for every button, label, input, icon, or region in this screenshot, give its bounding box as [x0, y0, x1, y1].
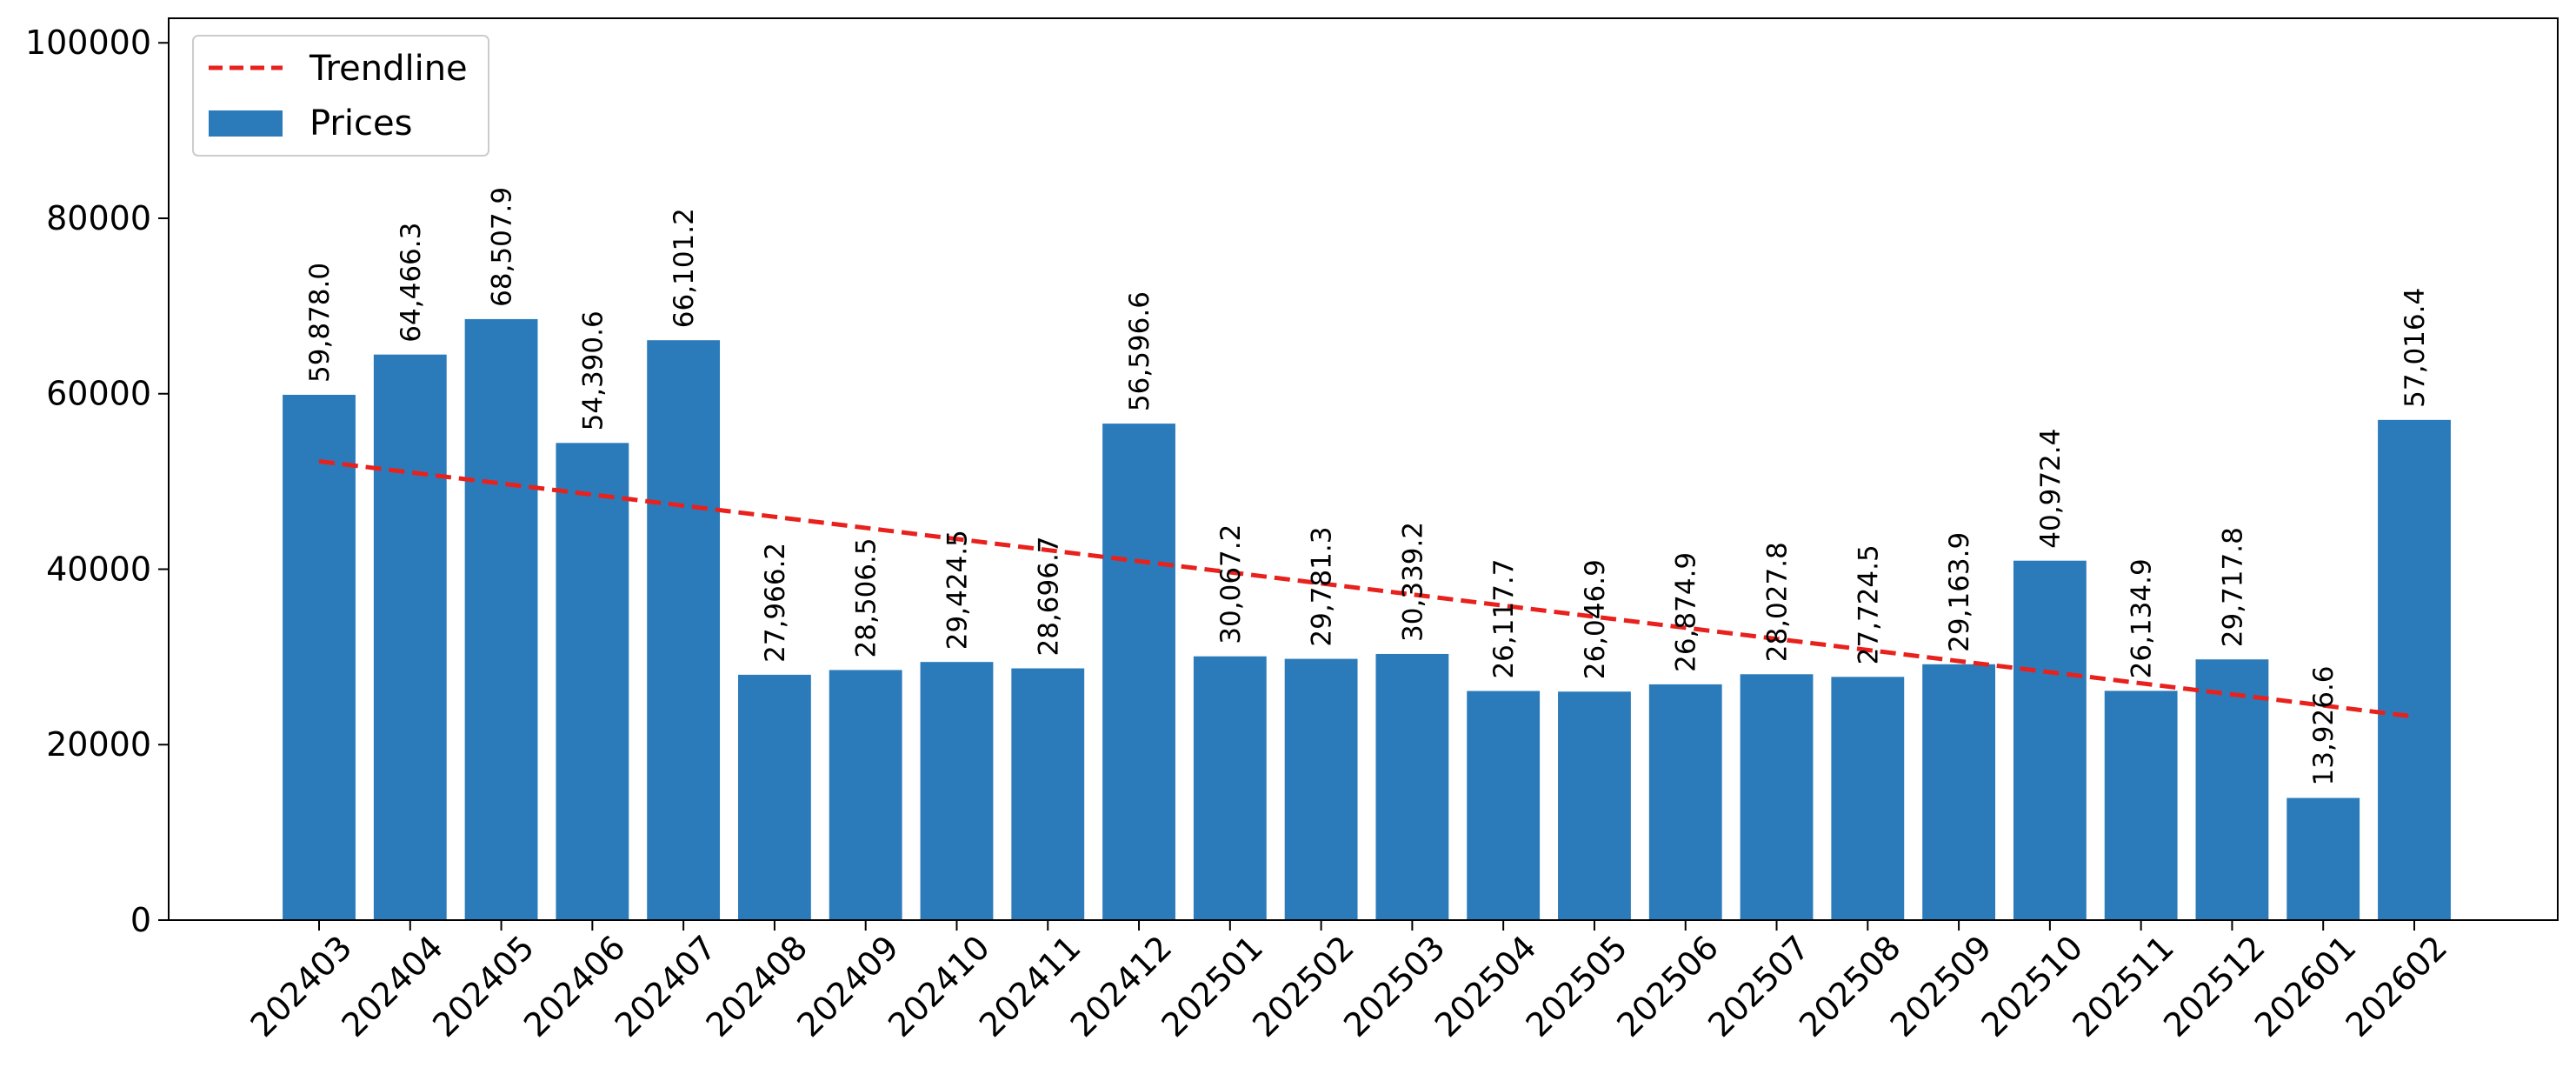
- y-tick-label-0: 0: [130, 901, 151, 939]
- data-label-202405: 68,507.9: [487, 187, 518, 307]
- bar-202504: [1467, 691, 1541, 920]
- bar-202511: [2104, 691, 2178, 920]
- data-label-202512: 29,717.8: [2217, 527, 2248, 647]
- data-label-202408: 27,966.2: [760, 543, 791, 663]
- data-label-202406: 54,390.6: [577, 310, 609, 430]
- data-label-202411: 28,696.7: [1033, 536, 1064, 656]
- bar-202507: [1740, 674, 1814, 920]
- trendline: [318, 458, 2415, 719]
- data-label-202505: 26,046.9: [1580, 559, 1611, 679]
- x-tick-label-202504: 202504: [1428, 928, 1544, 1044]
- x-tick-label-202406: 202406: [516, 928, 633, 1044]
- bar-202509: [1922, 664, 1995, 920]
- bar-202409: [829, 670, 902, 920]
- y-tick-label-80000: 80000: [46, 199, 151, 237]
- bar-202506: [1648, 684, 1722, 920]
- x-tick-label-202509: 202509: [1883, 928, 2000, 1044]
- x-tick-label-202505: 202505: [1519, 928, 1635, 1044]
- legend-trendline-label: Trendline: [309, 49, 468, 89]
- y-axis: 0 20000 40000 60000 80000 100000: [25, 23, 169, 939]
- bar-202503: [1375, 653, 1449, 920]
- x-tick-label-202407: 202407: [608, 928, 724, 1044]
- bar-202411: [1011, 668, 1085, 920]
- bar-202505: [1558, 691, 1631, 920]
- data-label-202403: 59,878.0: [304, 263, 336, 383]
- legend: Trendline Prices: [192, 35, 489, 157]
- x-tick-label-202502: 202502: [1245, 928, 1361, 1044]
- bar-202403: [283, 394, 356, 920]
- x-axis: 2024032024042024052024062024072024082024…: [243, 920, 2455, 1044]
- x-tick-label-202601: 202601: [2247, 928, 2364, 1044]
- bar-202410: [920, 662, 994, 920]
- x-tick-label-202507: 202507: [1701, 928, 1817, 1044]
- bar-202408: [738, 674, 811, 920]
- bar-202502: [1284, 658, 1358, 920]
- bar-202405: [464, 318, 538, 920]
- bar-202510: [2013, 560, 2087, 920]
- bar-202407: [647, 340, 721, 920]
- x-tick-label-202503: 202503: [1336, 928, 1453, 1044]
- x-tick-label-202405: 202405: [425, 928, 542, 1044]
- x-tick-label-202511: 202511: [2065, 928, 2181, 1044]
- bar-202406: [556, 443, 629, 921]
- x-tick-label-202409: 202409: [789, 928, 906, 1044]
- x-tick-label-202501: 202501: [1155, 928, 1271, 1044]
- x-tick-label-202404: 202404: [334, 928, 450, 1044]
- bar-202601: [2286, 797, 2360, 920]
- bar-202501: [1193, 656, 1267, 920]
- data-label-202407: 66,101.2: [669, 208, 700, 328]
- x-tick-label-202403: 202403: [243, 928, 360, 1044]
- x-tick-label-202411: 202411: [972, 928, 1088, 1044]
- data-label-202409: 28,506.5: [851, 537, 882, 657]
- y-tick-label-60000: 60000: [46, 375, 151, 413]
- data-label-202508: 27,724.5: [1853, 544, 1884, 664]
- data-labels-layer: 59,878.0 64,466.3 68,507.9 54,390.6 66,101.2…: [304, 187, 2431, 786]
- data-label-202404: 64,466.3: [396, 223, 427, 343]
- x-tick-label-202510: 202510: [1974, 928, 2091, 1044]
- bar-202512: [2195, 659, 2269, 920]
- legend-prices-label: Prices: [310, 103, 412, 143]
- data-label-202601: 13,926.6: [2308, 665, 2340, 785]
- x-tick-label-202602: 202602: [2339, 928, 2455, 1044]
- x-tick-label-202408: 202408: [699, 928, 815, 1044]
- data-label-202503: 30,339.2: [1397, 522, 1428, 642]
- data-label-202511: 26,134.9: [2127, 558, 2158, 678]
- bar-202404: [373, 354, 447, 920]
- data-label-202509: 29,163.9: [1944, 532, 1975, 652]
- bars-layer: [283, 318, 2451, 921]
- y-tick-label-40000: 40000: [46, 550, 151, 588]
- x-tick-label-202512: 202512: [2156, 928, 2273, 1044]
- data-label-202510: 40,972.4: [2035, 429, 2067, 549]
- y-tick-label-100000: 100000: [25, 23, 151, 62]
- x-tick-label-202506: 202506: [1609, 928, 1726, 1044]
- data-label-202412: 56,596.6: [1124, 291, 1155, 411]
- data-label-202502: 29,781.3: [1307, 527, 1338, 647]
- data-label-202504: 26,117.7: [1488, 558, 1520, 678]
- data-label-202506: 26,874.9: [1671, 552, 1702, 672]
- plot-frame: [168, 17, 2559, 921]
- y-tick-label-20000: 20000: [46, 725, 151, 764]
- x-tick-label-202410: 202410: [881, 928, 997, 1044]
- legend-prices-swatch: [209, 110, 283, 137]
- data-label-202602: 57,016.4: [2400, 288, 2431, 408]
- data-label-202410: 29,424.5: [942, 530, 973, 650]
- x-tick-label-202412: 202412: [1063, 928, 1180, 1044]
- bar-202602: [2378, 419, 2451, 920]
- bar-202508: [1831, 677, 1905, 920]
- data-label-202507: 28,027.8: [1762, 542, 1794, 662]
- bar-202412: [1102, 424, 1175, 920]
- trendline-layer: [318, 458, 2415, 719]
- x-tick-label-202508: 202508: [1792, 928, 1908, 1044]
- data-label-202501: 30,067.2: [1215, 524, 1247, 644]
